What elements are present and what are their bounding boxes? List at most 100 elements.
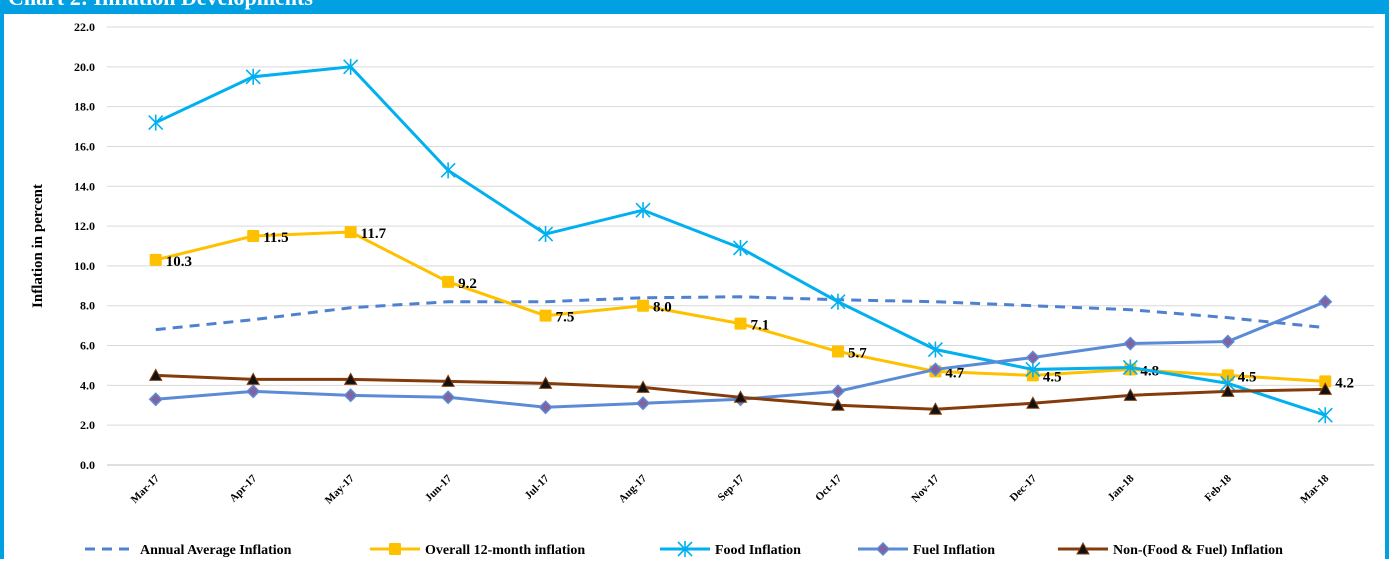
x-tick-label: Sep-17 — [716, 472, 747, 503]
data-label: 7.5 — [556, 310, 575, 326]
marker — [635, 396, 651, 411]
marker — [344, 226, 357, 239]
marker — [928, 402, 943, 415]
marker — [1319, 375, 1332, 388]
marker — [149, 253, 162, 266]
x-tick-label: Dec-17 — [1008, 472, 1040, 504]
marker — [733, 390, 748, 403]
y-axis-label: Inflation in percent — [30, 184, 46, 308]
x-tick-label: Aug-17 — [616, 472, 649, 505]
marker — [875, 541, 891, 557]
marker — [1123, 336, 1138, 351]
legend-label: Fuel Inflation — [913, 543, 995, 558]
data-label: 11.5 — [263, 230, 288, 246]
x-tick-label: May-17 — [323, 472, 357, 506]
legend-item: Annual Average Inflation — [85, 543, 292, 558]
y-tick-label: 22.0 — [74, 20, 95, 34]
x-tick-label: Mar-17 — [129, 472, 163, 506]
marker — [389, 543, 401, 555]
marker — [636, 380, 650, 393]
data-label: 9.2 — [458, 276, 477, 292]
marker — [247, 230, 260, 243]
data-label: 5.7 — [848, 346, 867, 362]
marker — [538, 400, 553, 415]
marker — [441, 390, 456, 405]
data-label: 4.5 — [1043, 369, 1062, 385]
marker — [246, 384, 261, 399]
data-label: 4.7 — [945, 365, 964, 381]
y-tick-label: 10.0 — [74, 259, 95, 273]
marker — [538, 226, 554, 243]
marker — [1318, 382, 1333, 395]
marker — [734, 317, 747, 330]
marker — [831, 398, 845, 411]
marker — [637, 299, 650, 312]
y-tick-label: 6.0 — [80, 339, 95, 353]
data-label: 11.7 — [361, 226, 387, 242]
y-tick-label: 16.0 — [74, 139, 95, 153]
marker — [538, 376, 553, 389]
marker — [539, 309, 552, 322]
y-tick-label: 18.0 — [74, 100, 95, 114]
marker — [1220, 334, 1235, 349]
x-tick-label: Feb-18 — [1203, 472, 1235, 504]
marker — [442, 275, 455, 288]
legend-item: Fuel Inflation — [858, 541, 995, 558]
series-line — [155, 295, 1326, 332]
marker — [635, 202, 651, 219]
marker — [1025, 350, 1040, 365]
marker — [1220, 384, 1235, 397]
marker — [1317, 407, 1333, 424]
marker — [927, 341, 943, 358]
marker — [677, 541, 693, 557]
x-tick-label: Jun-17 — [423, 472, 455, 504]
marker — [343, 58, 359, 75]
marker — [246, 372, 261, 385]
marker — [830, 384, 846, 399]
marker — [1026, 396, 1040, 409]
y-tick-label: 4.0 — [80, 378, 95, 392]
marker — [1123, 388, 1138, 401]
chart-title: Chart 2: Inflation Developments — [8, 0, 313, 10]
marker — [343, 372, 358, 385]
x-tick-label: Apr-17 — [227, 472, 259, 504]
x-tick-label: Oct-17 — [813, 472, 844, 503]
marker — [245, 68, 261, 85]
marker — [343, 388, 358, 403]
marker — [148, 392, 163, 407]
marker — [732, 239, 749, 256]
data-label: 4.5 — [1238, 369, 1257, 385]
marker — [1318, 294, 1333, 309]
y-tick-label: 20.0 — [74, 60, 95, 74]
y-tick-label: 14.0 — [74, 179, 95, 193]
data-label: 8.0 — [653, 300, 672, 316]
marker — [148, 114, 164, 131]
marker — [441, 374, 455, 387]
x-tick-label: Jan-18 — [1106, 472, 1137, 503]
data-label: 7.1 — [751, 318, 770, 334]
marker — [830, 293, 846, 310]
marker — [831, 345, 844, 358]
y-tick-label: 12.0 — [74, 219, 95, 233]
legend-item: Non-(Food & Fuel) Inflation — [1058, 541, 1283, 558]
x-tick-label: Nov-17 — [909, 472, 942, 505]
data-label: 10.3 — [166, 254, 192, 270]
legend-label: Food Inflation — [715, 543, 801, 558]
marker — [148, 368, 163, 381]
marker — [1076, 541, 1090, 555]
x-tick-label: Mar-18 — [1298, 472, 1332, 506]
y-tick-label: 2.0 — [80, 418, 95, 432]
y-tick-label: 8.0 — [80, 299, 95, 313]
marker — [928, 362, 943, 377]
legend-label: Overall 12-month inflation — [425, 543, 585, 558]
legend-item: Overall 12-month inflation — [370, 543, 585, 558]
data-label: 4.2 — [1335, 375, 1354, 391]
x-tick-label: Jul-17 — [522, 472, 552, 502]
marker — [440, 162, 456, 179]
marker — [1122, 359, 1138, 376]
frame — [0, 10, 1389, 563]
legend-item: Food Inflation — [660, 541, 801, 558]
legend-label: Non-(Food & Fuel) Inflation — [1113, 543, 1283, 558]
legend-label: Annual Average Inflation — [140, 543, 292, 558]
